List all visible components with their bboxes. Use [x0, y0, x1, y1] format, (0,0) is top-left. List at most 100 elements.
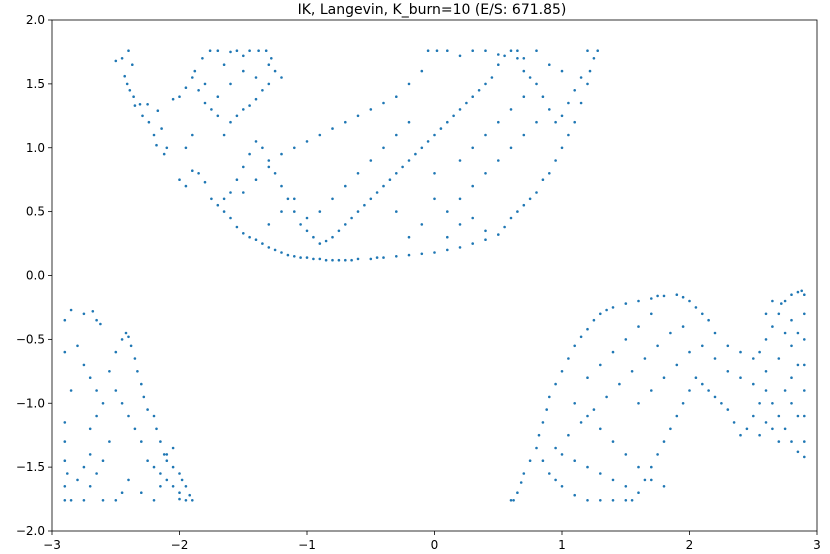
scatter-point	[800, 289, 803, 293]
scatter-point	[522, 203, 526, 207]
scatter-point	[484, 172, 487, 175]
scatter-point	[592, 57, 596, 60]
scatter-point	[63, 421, 67, 424]
scatter-point	[713, 357, 717, 360]
scatter-point	[560, 370, 564, 373]
scatter-point	[337, 258, 341, 262]
scatter-point	[146, 103, 149, 106]
scatter-point	[82, 312, 86, 316]
scatter-point	[662, 440, 666, 443]
scatter-point	[599, 499, 602, 502]
scatter-point	[509, 146, 513, 150]
scatter-point	[790, 376, 793, 380]
x-tick-label: 2	[686, 538, 694, 552]
scatter-point	[554, 478, 557, 482]
scatter-point	[630, 370, 634, 373]
scatter-point	[273, 69, 277, 73]
scatter-point	[178, 472, 181, 475]
scatter-point	[375, 256, 379, 259]
scatter-point	[184, 184, 188, 188]
scatter-points	[63, 49, 806, 502]
scatter-point	[395, 254, 398, 258]
scatter-point	[407, 82, 411, 86]
scatter-point	[132, 95, 135, 98]
y-tick-label: 0.0	[26, 269, 45, 283]
scatter-point	[99, 322, 102, 326]
scatter-point	[69, 389, 73, 392]
scatter-point	[395, 133, 398, 137]
scatter-point	[159, 485, 162, 488]
scatter-point	[701, 344, 704, 348]
scatter-point	[592, 408, 596, 411]
scatter-point	[305, 216, 309, 220]
scatter-point	[707, 389, 710, 392]
scatter-point	[331, 235, 334, 239]
scatter-point	[312, 235, 315, 239]
scatter-point	[203, 180, 207, 184]
scatter-point	[618, 382, 621, 386]
scatter-point	[254, 97, 258, 101]
scatter-point	[210, 108, 213, 111]
scatter-point	[395, 172, 398, 175]
scatter-point	[471, 184, 475, 188]
scatter-point	[108, 370, 111, 373]
scatter-point	[637, 402, 640, 405]
scatter-point	[509, 216, 513, 220]
scatter-point	[171, 97, 175, 101]
scatter-point	[713, 331, 717, 335]
scatter-point	[222, 197, 226, 201]
scatter-point	[803, 312, 806, 316]
scatter-point	[484, 133, 487, 137]
scatter-point	[599, 427, 602, 431]
scatter-point	[650, 478, 653, 482]
scatter-point	[624, 338, 628, 341]
scatter-point	[599, 472, 602, 475]
scatter-point	[458, 108, 462, 111]
scatter-point	[803, 414, 806, 418]
scatter-point	[637, 325, 640, 328]
scatter-point	[125, 82, 129, 86]
scatter-point	[138, 103, 142, 106]
scatter-point	[88, 427, 92, 431]
scatter-point	[535, 120, 538, 124]
scatter-point	[643, 478, 647, 482]
scatter-point	[509, 499, 513, 502]
scatter-point	[197, 172, 200, 175]
scatter-point	[369, 197, 373, 201]
scatter-point	[350, 258, 353, 262]
scatter-point	[184, 499, 188, 502]
scatter-point	[152, 133, 156, 137]
scatter-point	[382, 101, 385, 105]
scatter-point	[127, 335, 130, 339]
scatter-point	[114, 350, 118, 354]
scatter-point	[63, 440, 67, 443]
scatter-point	[299, 223, 302, 226]
scatter-point	[63, 485, 67, 488]
y-tick-label: −1.5	[16, 460, 45, 474]
scatter-point	[446, 49, 449, 52]
scatter-point	[63, 318, 67, 322]
x-tick-label: 0	[431, 538, 439, 552]
scatter-point	[701, 382, 704, 386]
scatter-point	[407, 253, 411, 257]
scatter-point	[69, 499, 73, 502]
scatter-point	[420, 252, 424, 256]
scatter-point	[160, 127, 163, 130]
scatter-point	[95, 318, 98, 322]
scatter-point	[216, 95, 220, 98]
scatter-point	[159, 440, 162, 443]
scatter-point	[739, 376, 742, 380]
scatter-point	[446, 235, 449, 239]
scatter-point	[567, 133, 570, 137]
scatter-point	[803, 389, 806, 392]
scatter-point	[688, 299, 691, 303]
scatter-point	[350, 216, 353, 220]
scatter-point	[656, 294, 659, 298]
scatter-point	[579, 101, 583, 105]
scatter-point	[764, 338, 768, 341]
scatter-point	[777, 312, 781, 316]
scatter-point	[155, 427, 158, 431]
scatter-point	[324, 239, 328, 243]
scatter-point	[229, 216, 232, 220]
scatter-point	[624, 485, 628, 488]
